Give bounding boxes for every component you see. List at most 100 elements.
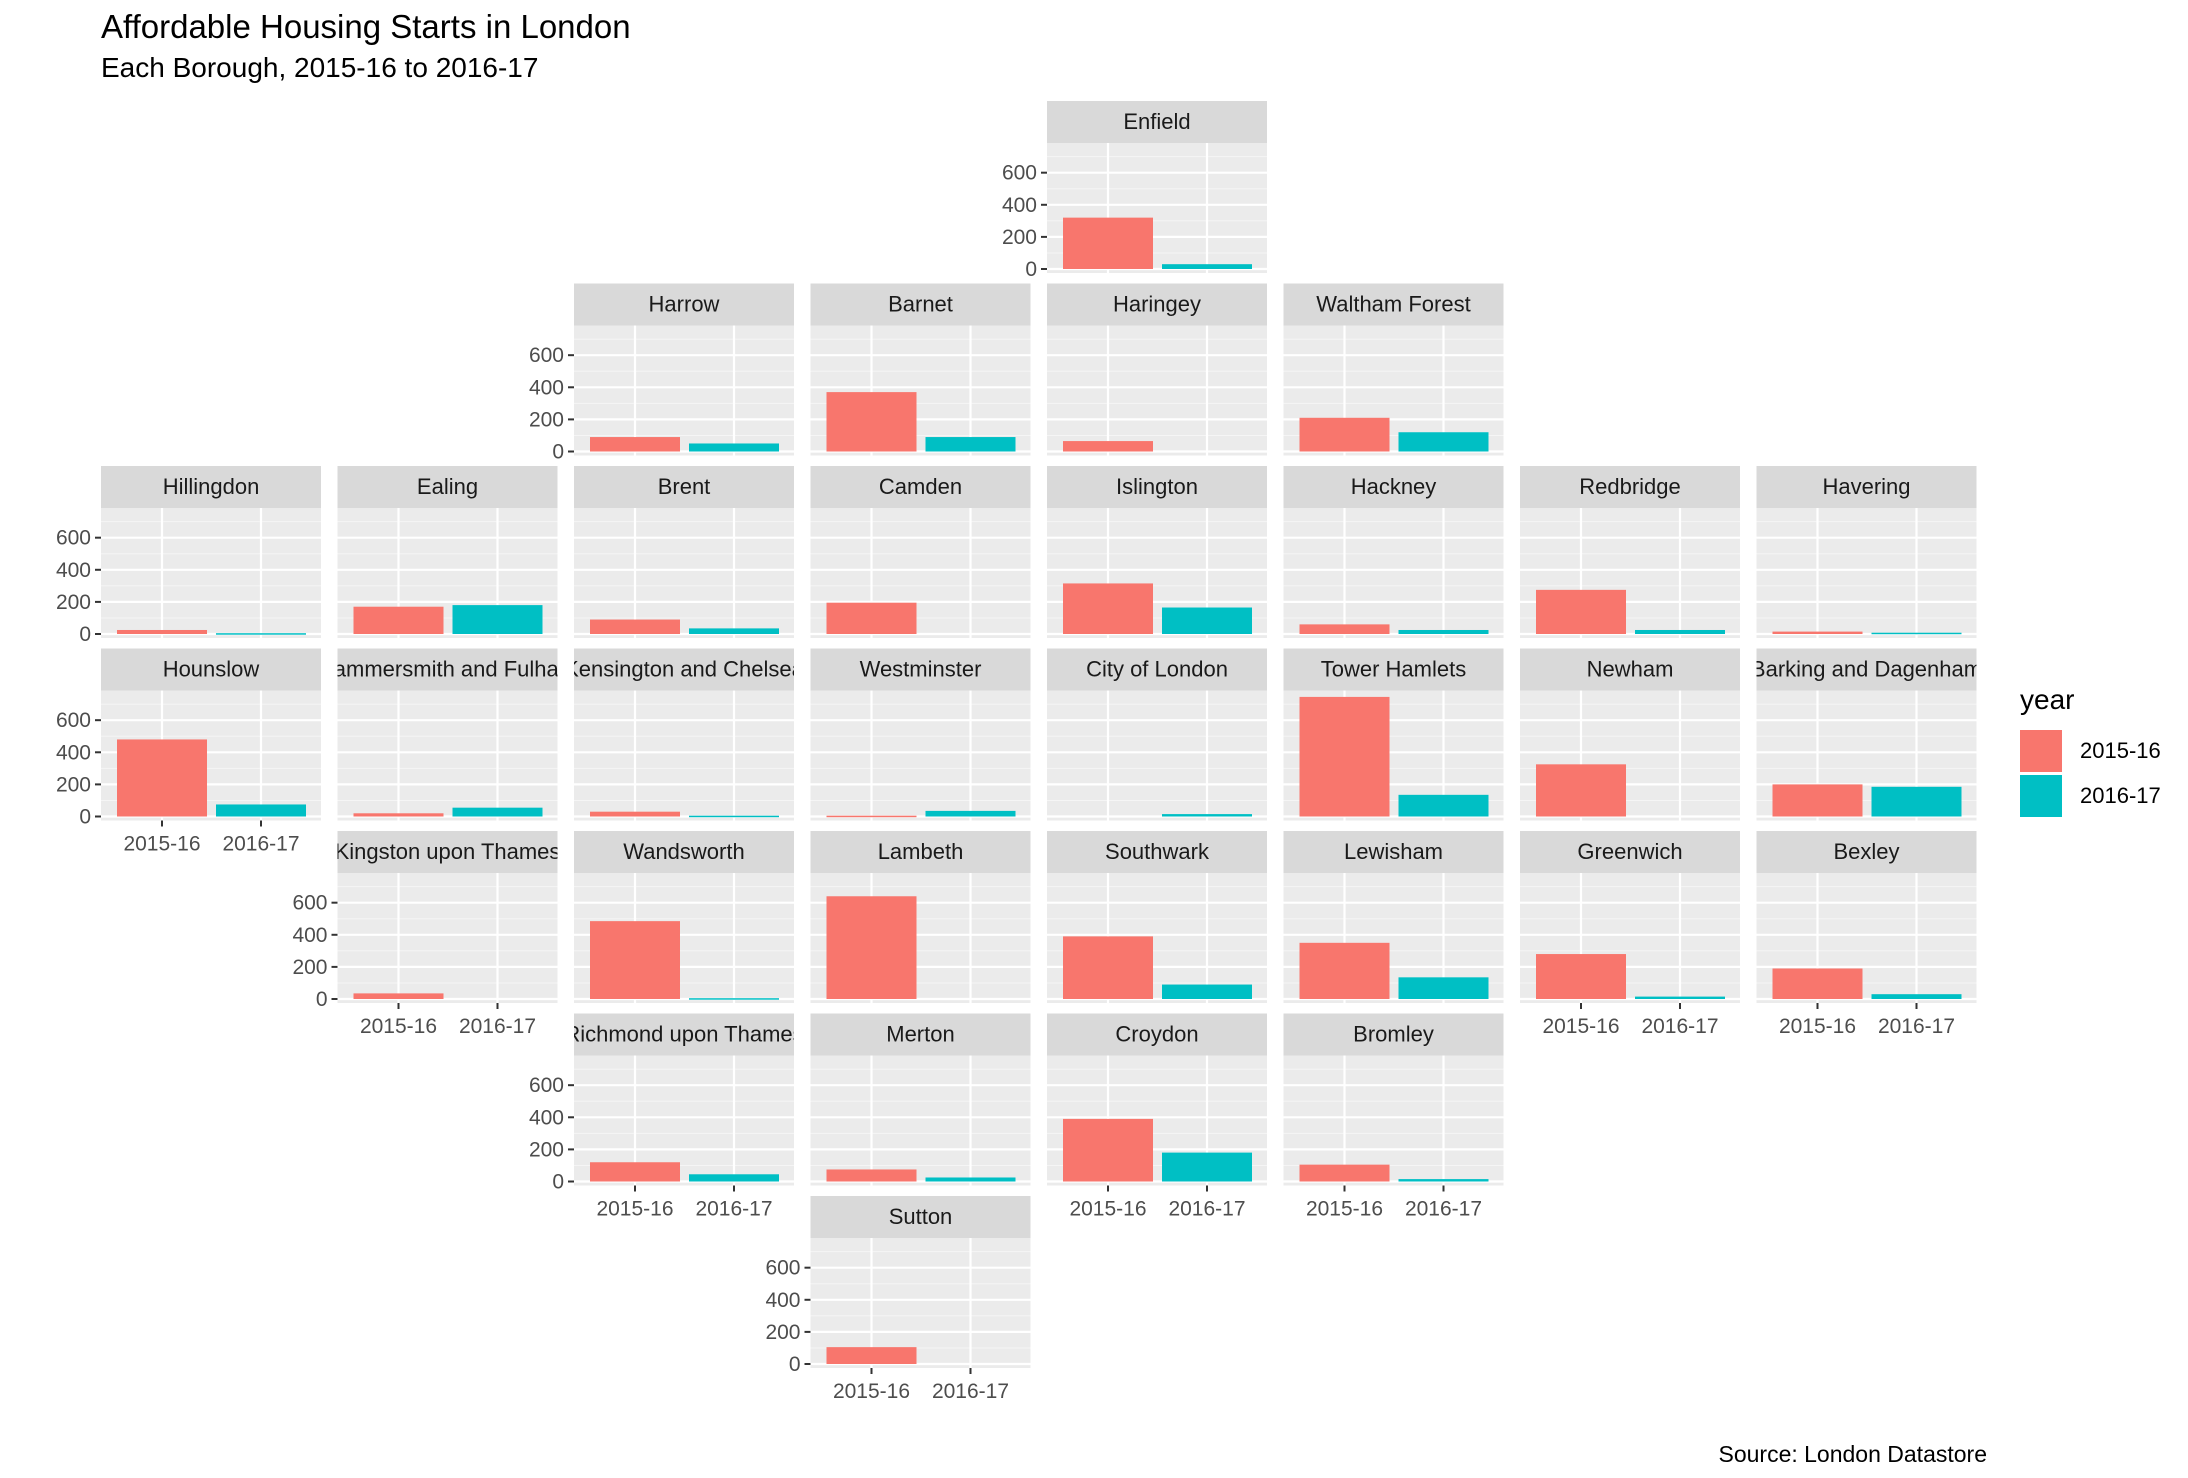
facet-strip-label: Hackney bbox=[1351, 474, 1437, 499]
bar-2015-16 bbox=[826, 1169, 917, 1182]
y-tick-label: 0 bbox=[552, 1171, 564, 1194]
x-tick-label: 2016-17 bbox=[459, 1015, 536, 1038]
facet-strip bbox=[810, 466, 1031, 508]
facet-panel bbox=[101, 508, 321, 638]
bar-2016-17 bbox=[1398, 432, 1489, 452]
bar-2016-17 bbox=[925, 1177, 1016, 1182]
facet-haringey: Haringey bbox=[1047, 283, 1267, 456]
facet-southwark: Southwark bbox=[1047, 831, 1267, 1003]
facet-strip bbox=[1047, 831, 1267, 873]
bar-2015-16 bbox=[1299, 942, 1390, 999]
facet-strip-label: Richmond upon Thames bbox=[564, 1022, 803, 1047]
y-tick-label: 600 bbox=[765, 1257, 800, 1280]
facet-strip bbox=[1520, 831, 1740, 873]
facet-panel bbox=[1756, 508, 1977, 638]
facet-barnet: Barnet bbox=[810, 283, 1031, 456]
bar-2016-17 bbox=[1398, 629, 1489, 634]
y-tick-label: 200 bbox=[56, 591, 91, 614]
x-tick-label: 2015-16 bbox=[1779, 1015, 1856, 1038]
bar-2015-16 bbox=[826, 602, 917, 634]
bar-2016-17 bbox=[925, 810, 1016, 817]
y-tick-label: 0 bbox=[789, 1353, 801, 1376]
facet-strip-label: Bexley bbox=[1833, 839, 1899, 864]
facet-harrow: Harrow 0 200 400 600 bbox=[529, 283, 794, 464]
facet-hounslow: Hounslow 0 200 400 600 2015-16 2016-17 bbox=[56, 648, 321, 856]
chart-subtitle: Each Borough, 2015-16 to 2016-17 bbox=[101, 52, 539, 83]
x-tick-label: 2015-16 bbox=[360, 1015, 437, 1038]
facet-tower-hamlets: Tower Hamlets bbox=[1283, 648, 1504, 821]
bar-2015-16 bbox=[1772, 631, 1863, 634]
facet-strip-label: Kingston upon Thames bbox=[335, 839, 561, 864]
y-tick-label: 400 bbox=[56, 741, 91, 764]
bar-2015-16 bbox=[1772, 968, 1863, 999]
bar-2015-16 bbox=[826, 815, 917, 818]
bar-2016-17 bbox=[1871, 994, 1962, 999]
bar-2016-17 bbox=[689, 815, 779, 818]
facet-strip bbox=[574, 648, 794, 691]
facet-strip-label: Bromley bbox=[1353, 1022, 1434, 1047]
facet-camden: Camden bbox=[810, 466, 1031, 638]
facet-strip bbox=[337, 648, 558, 691]
facet-strip bbox=[337, 831, 558, 873]
facet-panel bbox=[1283, 1055, 1504, 1186]
bar-2015-16 bbox=[1536, 589, 1626, 634]
x-tick-label: 2015-16 bbox=[833, 1380, 910, 1403]
bar-2016-17 bbox=[1635, 629, 1725, 634]
facet-strip bbox=[574, 283, 794, 326]
chart-caption: Source: London Datastore bbox=[1718, 1441, 1987, 1467]
bar-2015-16 bbox=[1299, 624, 1390, 634]
bar-2015-16 bbox=[1299, 417, 1390, 452]
bar-2016-17 bbox=[452, 605, 543, 634]
facet-strip-label: Waltham Forest bbox=[1316, 292, 1470, 317]
y-tick-label: 600 bbox=[1002, 162, 1037, 185]
y-tick-label: 400 bbox=[56, 559, 91, 582]
facet-strip bbox=[1756, 648, 1977, 691]
bar-2015-16 bbox=[1063, 217, 1153, 269]
facet-islington: Islington bbox=[1047, 466, 1267, 638]
facet-strip bbox=[337, 466, 558, 508]
facet-merton: Merton bbox=[810, 1013, 1031, 1186]
y-tick-label: 200 bbox=[529, 408, 564, 431]
facet-strip-label: Brent bbox=[658, 474, 711, 499]
facet-strip-label: Barking and Dagenham bbox=[1751, 657, 1982, 682]
facet-panel bbox=[574, 690, 794, 821]
facet-strip bbox=[1283, 648, 1504, 691]
facet-hackney: Hackney bbox=[1283, 466, 1504, 638]
facet-city-of-london: City of London bbox=[1047, 648, 1267, 821]
facet-strip-label: Croydon bbox=[1115, 1022, 1198, 1047]
legend: year 2015-16 2016-17 bbox=[2020, 684, 2161, 818]
x-tick-label: 2016-17 bbox=[222, 833, 299, 856]
facet-strip-label: Lambeth bbox=[878, 839, 964, 864]
facet-strip bbox=[810, 1196, 1031, 1238]
bar-2015-16 bbox=[826, 896, 917, 999]
x-tick-label: 2016-17 bbox=[1641, 1015, 1718, 1038]
facet-strip-label: Merton bbox=[886, 1022, 954, 1047]
y-tick-label: 400 bbox=[1002, 194, 1037, 217]
facet-strip bbox=[810, 648, 1031, 691]
y-tick-label: 400 bbox=[529, 1106, 564, 1129]
facet-strip bbox=[101, 648, 321, 691]
facet-strip-label: Islington bbox=[1116, 474, 1198, 499]
x-tick-label: 2015-16 bbox=[123, 833, 200, 856]
bar-2016-17 bbox=[1162, 814, 1252, 817]
bar-2016-17 bbox=[1635, 996, 1725, 999]
bar-2015-16 bbox=[1772, 784, 1863, 817]
facet-sutton: Sutton 0 200 400 600 2015-16 2016-17 bbox=[765, 1196, 1031, 1403]
facet-strip bbox=[1283, 831, 1504, 873]
bar-2016-17 bbox=[1162, 1152, 1252, 1182]
bar-2015-16 bbox=[353, 606, 444, 634]
facet-strip-label: Barnet bbox=[888, 292, 953, 317]
y-tick-label: 200 bbox=[292, 956, 327, 979]
facet-lewisham: Lewisham bbox=[1283, 831, 1504, 1003]
facet-strip bbox=[1283, 466, 1504, 508]
facet-panel bbox=[810, 1055, 1031, 1186]
y-tick-label: 600 bbox=[529, 1074, 564, 1097]
x-tick-label: 2016-17 bbox=[1878, 1015, 1955, 1038]
facet-enfield: Enfield 0 200 400 600 bbox=[1002, 101, 1267, 281]
facet-newham: Newham bbox=[1520, 648, 1740, 821]
facet-strip-label: Kensington and Chelsea bbox=[564, 657, 804, 682]
facet-strip-label: Hounslow bbox=[163, 657, 260, 682]
facet-havering: Havering bbox=[1756, 466, 1977, 638]
facet-strip bbox=[810, 283, 1031, 326]
